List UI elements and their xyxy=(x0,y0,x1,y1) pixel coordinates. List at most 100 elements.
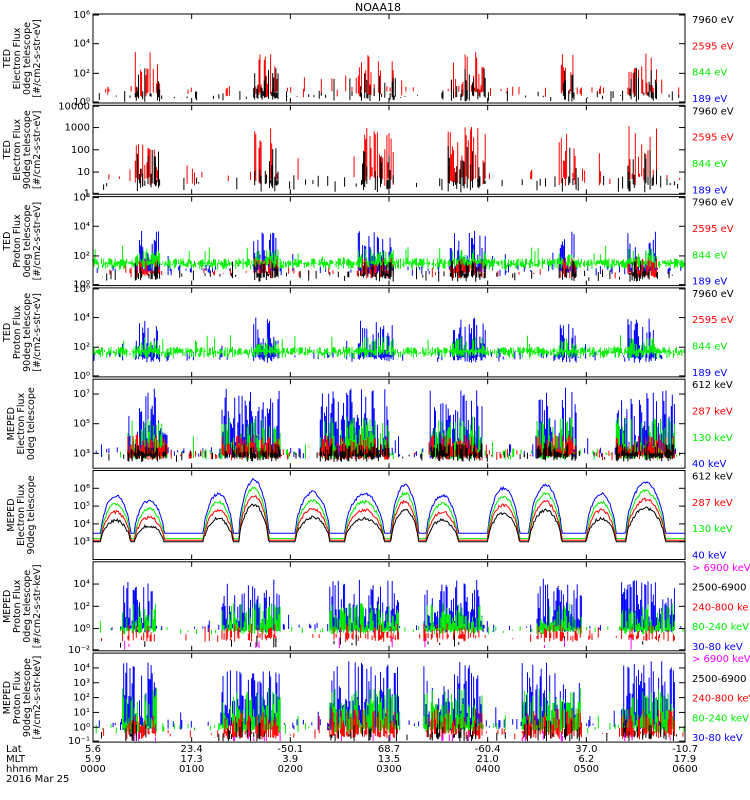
panel-7-legend-entry: > 6900 keV xyxy=(692,563,750,574)
panel-6-series-black xyxy=(93,503,685,543)
panel-7-legend-entry: 2500-6900 xyxy=(692,583,747,594)
panel-6-ylabel: 90deg telescope xyxy=(26,475,37,554)
panel-7-ytick-label: 10⁴ xyxy=(73,579,90,590)
panel-4-ytick-label: 10² xyxy=(73,342,90,353)
panel-6-ylabel: Electron Flux xyxy=(16,484,27,546)
panel-8-ylabel: 90deg telescope xyxy=(22,658,33,737)
panel-7-ylabel: [#/cm2-s-str-keV] xyxy=(32,564,43,648)
panel-7-ylabel: Proton Flux xyxy=(12,579,23,633)
panel-4-ylabel: [#/cm2-s-str-eV] xyxy=(32,293,43,372)
panel-7-ylabel: MEPED xyxy=(2,590,13,623)
panel-8-ytick-label: 10³ xyxy=(73,678,90,689)
panel-1-ytick-label: 10⁰ xyxy=(73,97,90,108)
footer-lat-value: 23.4 xyxy=(181,744,203,755)
panel-1-legend-entry: 189 eV xyxy=(692,94,727,105)
panel-1-ylabel: TED xyxy=(2,49,13,69)
footer-lat-value: -50.1 xyxy=(277,744,303,755)
panel-2-legend-entry: 7960 eV xyxy=(692,106,734,117)
panel-1-legend-entry: 7960 eV xyxy=(692,15,734,26)
panel-2: 1 10 100 1000 10000 TED Electron Flux 90deg tel… xyxy=(2,101,734,199)
panel-8: 10⁻¹ 10⁰ 10¹ 10² 10³ 10⁴ MEPED Proton Flux 90deg… xyxy=(2,652,750,747)
panel-4-ylabel: TED xyxy=(2,323,13,343)
chart-title: NOAA18 xyxy=(355,1,401,14)
footer-hhmm-value: 0500 xyxy=(574,764,599,775)
panel-8-ytick-label: 10⁴ xyxy=(73,663,90,674)
footer-lat-value: -60.4 xyxy=(475,744,501,755)
panel-5-ylabel: MEPED xyxy=(6,407,17,440)
panel-2-ytick-label: 1 xyxy=(84,188,90,199)
footer-label-lat: Lat xyxy=(6,744,22,755)
footer-mlt-value: 17.3 xyxy=(181,754,203,765)
panel-7-ytick-label: 10⁻² xyxy=(68,645,90,656)
panel-1-series-black xyxy=(98,67,686,102)
panel-5-ylabel: 0deg telescope xyxy=(26,387,37,460)
panel-8-legend-entry: 30-80 keV xyxy=(692,733,743,744)
panel-3-series-black xyxy=(102,260,673,282)
panel-2-ytick-label: 1000 xyxy=(65,123,90,134)
panel-3-legend-entry: 2595 eV xyxy=(692,224,734,235)
footer-lat-value: -10.7 xyxy=(672,744,698,755)
panel-8-legend-entry: 2500-6900 xyxy=(692,674,747,685)
footer-hhmm-value: 0200 xyxy=(278,764,303,775)
footer-hhmm-value: 0300 xyxy=(376,764,401,775)
panel-6: 10³ 10⁴ 10⁵ 10⁶ MEPED Electron Flux 90deg tele… xyxy=(6,470,733,562)
panel-3-black-trace xyxy=(102,260,673,282)
panel-4-legend-entry: 7960 eV xyxy=(692,289,734,300)
panel-1-ytick-label: 10⁴ xyxy=(73,39,90,50)
panel-8-ylabel: MEPED xyxy=(2,681,13,714)
panel-5-black-trace xyxy=(108,443,681,462)
panel-6-frame xyxy=(92,470,686,560)
panel-4-ylabel: 90deg telescope xyxy=(22,293,33,372)
panel-2-ylabel: Electron Flux xyxy=(12,119,23,181)
panel-3: 10⁰ 10² 10⁴ 10⁶ TED Proton Flux 0deg telescope… xyxy=(2,193,734,291)
panel-4-legend-entry: 2595 eV xyxy=(692,315,734,326)
panel-1-ytick-label: 10⁶ xyxy=(73,10,90,21)
panel-1-frame xyxy=(92,13,686,104)
panel-4-legend-entry: 844 eV xyxy=(692,342,727,353)
panel-7-series-red xyxy=(101,623,675,642)
panel-8-black-trace xyxy=(101,720,677,742)
panel-8-ytick-label: 10² xyxy=(73,693,90,704)
panel-8-magenta-trace xyxy=(133,730,671,742)
panel-2-black-trace xyxy=(103,146,679,193)
footer-label-hhmm: hhmm xyxy=(6,764,38,775)
panel-6-red-trace xyxy=(93,494,685,541)
panel-3-ytick-label: 10⁴ xyxy=(73,221,90,232)
panel-1-ylabel: Electron Flux xyxy=(12,27,23,89)
panel-7-ytick-label: 10⁰ xyxy=(73,624,90,635)
footer-date: 2016 Mar 25 xyxy=(6,774,69,785)
panel-6-black-trace xyxy=(93,503,685,543)
footer-lat-value: 37.0 xyxy=(575,744,597,755)
panel-8-series-black xyxy=(101,720,677,742)
panel-8-ylabel: [#/cm2-s-str-keV] xyxy=(32,656,43,740)
panel-6-legend-entry: 40 keV xyxy=(692,551,726,562)
panel-6-series-blue xyxy=(93,477,685,534)
panel-8-legend-entry: > 6900 keV xyxy=(692,654,750,665)
panel-1-legend-entry: 844 eV xyxy=(692,68,727,79)
panel-2-legend-entry: 2595 eV xyxy=(692,133,734,144)
panel-6-series-green xyxy=(93,486,685,540)
panel-2-red-trace xyxy=(108,126,681,186)
panel-6-ytick-label: 10³ xyxy=(73,537,90,548)
panel-5-red-trace xyxy=(127,434,675,461)
panel-2-series-black xyxy=(103,146,679,193)
panel-8-series-red xyxy=(103,708,684,740)
panel-8-green-trace xyxy=(95,687,685,734)
panel-3-ytick-label: 10⁶ xyxy=(73,193,90,204)
panel-3-ytick-label: 10² xyxy=(73,251,90,262)
panel-5-ytick-label: 10⁷ xyxy=(73,389,90,400)
footer-mlt-value: 5.9 xyxy=(85,754,101,765)
footer-hhmm-value: 0000 xyxy=(80,764,105,775)
panel-5-ytick-label: 10⁵ xyxy=(73,419,90,430)
panel-6-series-red xyxy=(93,494,685,541)
panel-8-ytick-label: 10¹ xyxy=(73,707,90,718)
panel-7-series-green xyxy=(92,603,686,635)
panel-1-legend-entry: 2595 eV xyxy=(692,41,734,52)
panel-2-ylabel: [#/cm2-s-str-eV] xyxy=(32,110,43,189)
panel-3-ylabel: [#/cm2-s-str-eV] xyxy=(32,202,43,281)
